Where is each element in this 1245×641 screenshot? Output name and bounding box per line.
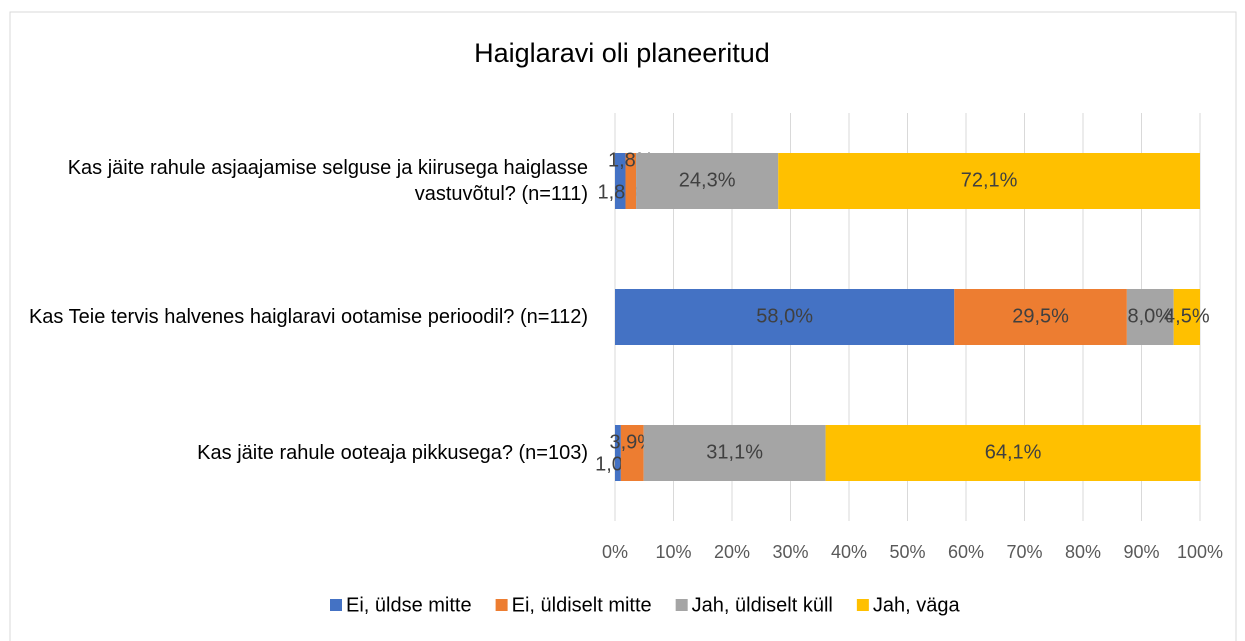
data-label: 72,1%: [961, 169, 1018, 191]
legend-label: Jah, väga: [873, 594, 961, 616]
bar-segment: [825, 425, 1201, 481]
x-tick-label: 40%: [831, 542, 867, 562]
bar-segment: [1173, 289, 1200, 345]
bar-segment: [620, 425, 644, 481]
bar-segment: [636, 153, 779, 209]
x-tick-label: 70%: [1006, 542, 1042, 562]
chart-title: Haiglaravi oli planeeritud: [474, 38, 770, 68]
data-label: 29,5%: [1012, 305, 1069, 327]
x-tick-label: 20%: [714, 542, 750, 562]
x-tick-label: 0%: [602, 542, 628, 562]
legend-swatch: [856, 599, 869, 611]
bar-segment: [615, 289, 955, 345]
data-label: 4,5%: [1164, 305, 1210, 327]
category-label: Kas jäite rahule ooteaja pikkusega? (n=1…: [197, 442, 588, 464]
data-label: 58,0%: [756, 305, 813, 327]
bar-segment: [615, 153, 626, 209]
x-tick-label: 30%: [772, 542, 808, 562]
data-label: 64,1%: [985, 441, 1042, 463]
data-label: 31,1%: [706, 441, 763, 463]
chart-border: [9, 11, 1237, 641]
legend-label: Ei, üldse mitte: [346, 594, 472, 616]
bar-segment: [643, 425, 826, 481]
x-tick-label: 60%: [948, 542, 984, 562]
x-tick-label: 80%: [1065, 542, 1101, 562]
x-tick-label: 100%: [1177, 542, 1223, 562]
bar-segment: [1126, 289, 1174, 345]
bar-segment: [954, 289, 1127, 345]
x-tick-label: 90%: [1123, 542, 1159, 562]
data-label: 8,0%: [1127, 305, 1173, 327]
x-tick-label: 50%: [889, 542, 925, 562]
legend-swatch: [495, 599, 508, 611]
bar-segment: [625, 153, 637, 209]
category-label: Kas Teie tervis halvenes haiglaravi oota…: [28, 306, 588, 328]
legend-label: Ei, üldiselt mitte: [512, 594, 652, 616]
bar-segment: [615, 425, 621, 481]
category-label: Kas jäite rahule asjaajamise selguse ja …: [67, 157, 588, 205]
x-tick-label: 10%: [655, 542, 691, 562]
bar-segment: [778, 153, 1200, 209]
legend-swatch: [675, 599, 688, 611]
data-label: 24,3%: [679, 169, 736, 191]
legend-swatch: [330, 599, 342, 611]
legend-label: Jah, üldiselt küll: [692, 594, 833, 616]
